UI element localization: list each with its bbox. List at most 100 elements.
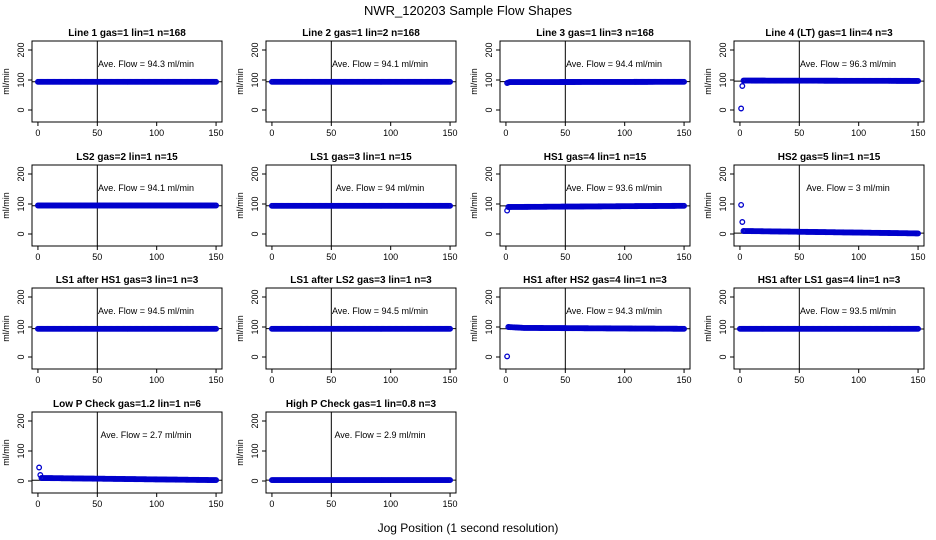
x-tick-label: 150 (443, 375, 458, 385)
panel-4: Line 4 (LT) gas=1 lin=4 n=3 ml/min 0 100 200… (703, 28, 926, 138)
panel-14: High P Check gas=1 lin=0.8 n=3 ml/min 0 100… (235, 399, 458, 509)
x-tick-label: 50 (326, 499, 336, 509)
y-tick-label: 200 (484, 42, 494, 57)
y-tick-label: 100 (16, 443, 26, 458)
average-flow-annotation: Ave. Flow = 2.7 ml/min (100, 430, 191, 440)
y-tick-label: 0 (16, 107, 26, 112)
average-flow-annotation: Ave. Flow = 94.3 ml/min (98, 59, 194, 69)
y-axis-label: ml/min (469, 315, 479, 342)
x-tick-label: 50 (92, 128, 102, 138)
x-tick-label: 100 (851, 252, 866, 262)
x-tick-label: 0 (35, 375, 40, 385)
data-point (681, 78, 688, 85)
data-point (738, 201, 745, 208)
x-tick-label: 150 (443, 499, 458, 509)
x-tick-label: 50 (326, 252, 336, 262)
panel-12: HS1 after LS1 gas=4 lin=1 n=3 ml/min 0 100 2… (703, 275, 926, 385)
panel-3: Line 3 gas=1 lin=3 n=168 ml/min 0 100 200 0 50… (469, 28, 692, 138)
panel-13: Low P Check gas=1.2 lin=1 n=6 ml/min 0 100 2… (1, 399, 224, 509)
y-tick-label: 100 (718, 196, 728, 211)
data-point (36, 464, 43, 471)
data-point (447, 202, 454, 209)
panel-title: LS1 after HS1 gas=3 lin=1 n=3 (56, 275, 199, 286)
data-point (447, 78, 454, 85)
panel-1: Line 1 gas=1 lin=1 n=168 ml/min 0 100 200 0 50… (1, 28, 224, 138)
y-axis-label: ml/min (1, 315, 11, 342)
x-tick-label: 50 (794, 375, 804, 385)
panel-title: High P Check gas=1 lin=0.8 n=3 (286, 399, 437, 410)
x-tick-label: 0 (35, 128, 40, 138)
y-tick-label: 200 (16, 42, 26, 57)
y-tick-label: 200 (250, 166, 260, 181)
x-tick-label: 50 (560, 252, 570, 262)
panel-8: HS2 gas=5 lin=1 n=15 ml/min 0 100 200 0 50 100 1… (703, 152, 926, 262)
panel-frame (265, 411, 457, 494)
average-flow-annotation: Ave. Flow = 2.9 ml/min (334, 430, 425, 440)
x-tick-label: 100 (383, 128, 398, 138)
panel-grid: Line 1 gas=1 lin=1 n=168 ml/min 0 100 200 0 50… (1, 28, 926, 509)
data-points (34, 325, 220, 332)
panel-10: LS1 after LS2 gas=3 lin=1 n=3 ml/min 0 100 2… (235, 275, 458, 385)
average-flow-annotation: Ave. Flow = 93.6 ml/min (566, 183, 662, 193)
data-point (739, 219, 746, 225)
data-points (738, 201, 922, 237)
data-point (213, 202, 220, 209)
y-tick-label: 0 (16, 354, 26, 359)
x-tick-label: 150 (677, 375, 692, 385)
y-tick-label: 0 (484, 231, 494, 236)
y-axis-label: ml/min (1, 192, 11, 219)
figure-x-axis-label: Jog Position (1 second resolution) (378, 521, 559, 535)
panel-title: Line 4 (LT) gas=1 lin=4 n=3 (765, 28, 893, 39)
x-tick-label: 0 (269, 252, 274, 262)
x-tick-label: 100 (383, 252, 398, 262)
y-tick-label: 200 (718, 289, 728, 304)
y-tick-label: 100 (16, 72, 26, 87)
panel-frame (733, 164, 925, 247)
x-tick-label: 100 (617, 375, 632, 385)
average-flow-annotation: Ave. Flow = 94.1 ml/min (98, 183, 194, 193)
data-point (213, 477, 220, 484)
data-point (915, 230, 922, 237)
panel-title: HS1 after LS1 gas=4 lin=1 n=3 (758, 275, 901, 286)
y-tick-label: 0 (718, 107, 728, 112)
y-tick-label: 100 (250, 196, 260, 211)
panel-title: LS1 after LS2 gas=3 lin=1 n=3 (290, 275, 432, 286)
average-flow-annotation: Ave. Flow = 3 ml/min (806, 183, 890, 193)
y-tick-label: 200 (718, 42, 728, 57)
y-tick-label: 100 (250, 443, 260, 458)
y-tick-label: 200 (250, 42, 260, 57)
panel-6: LS1 gas=3 lin=1 n=15 ml/min 0 100 200 0 50 100 1… (235, 152, 458, 262)
data-point (915, 77, 922, 84)
x-tick-label: 100 (149, 499, 164, 509)
y-tick-label: 100 (250, 319, 260, 334)
x-tick-label: 50 (560, 128, 570, 138)
x-tick-label: 100 (617, 128, 632, 138)
y-tick-label: 0 (250, 478, 260, 483)
x-tick-label: 50 (326, 375, 336, 385)
x-tick-label: 50 (92, 375, 102, 385)
data-point (738, 105, 745, 112)
x-tick-label: 50 (794, 252, 804, 262)
x-tick-label: 50 (92, 252, 102, 262)
average-flow-annotation: Ave. Flow = 94.3 ml/min (566, 306, 662, 316)
y-tick-label: 100 (484, 196, 494, 211)
panel-frame (31, 411, 223, 494)
y-axis-label: ml/min (235, 68, 245, 95)
data-point (447, 325, 454, 332)
data-point (504, 353, 511, 360)
y-tick-label: 0 (16, 478, 26, 483)
x-tick-label: 50 (794, 128, 804, 138)
data-point (447, 477, 454, 484)
x-tick-label: 0 (35, 252, 40, 262)
panel-title: Line 1 gas=1 lin=1 n=168 (68, 28, 186, 39)
y-tick-label: 200 (16, 166, 26, 181)
data-points (504, 202, 688, 214)
y-tick-label: 200 (16, 413, 26, 428)
y-axis-label: ml/min (703, 68, 713, 95)
data-point (213, 325, 220, 332)
x-tick-label: 100 (149, 375, 164, 385)
x-tick-label: 0 (503, 252, 508, 262)
y-tick-label: 0 (484, 354, 494, 359)
x-tick-label: 100 (617, 252, 632, 262)
